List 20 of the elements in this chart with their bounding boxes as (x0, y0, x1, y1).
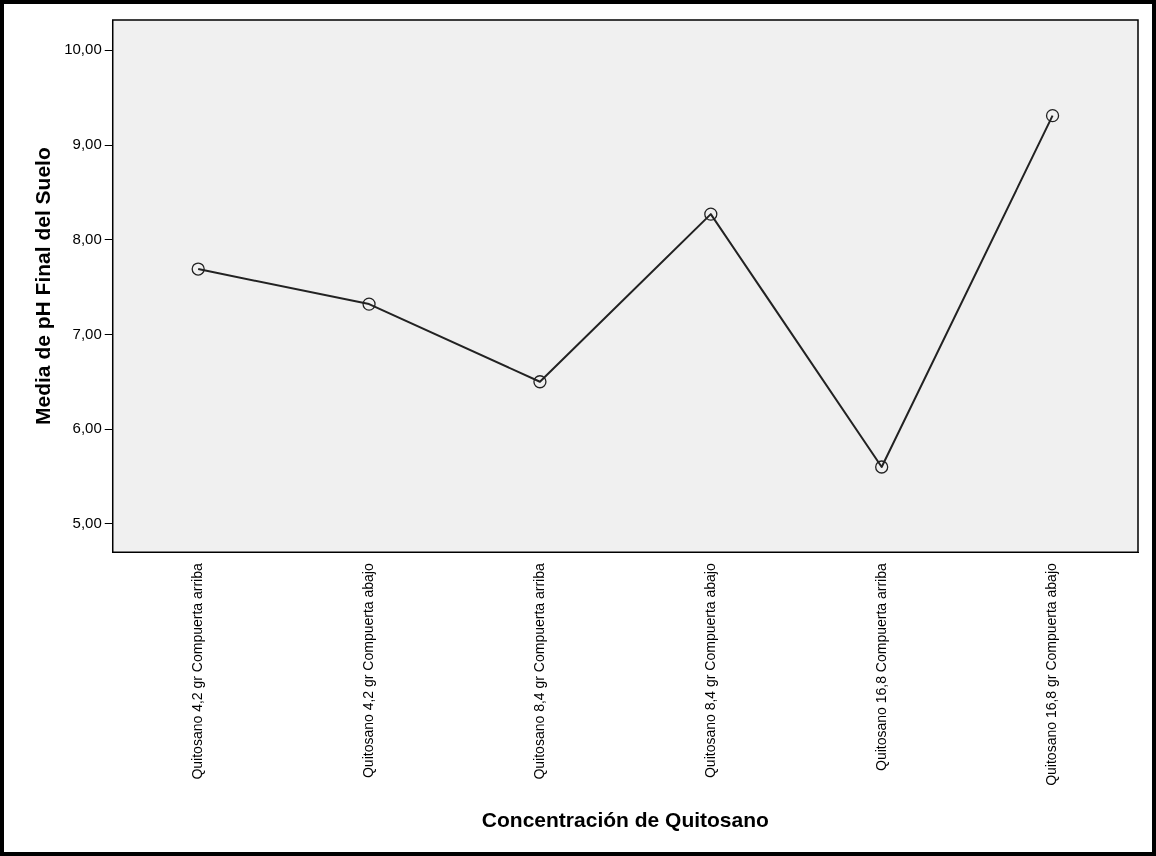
y-tick-label: 6,00 (72, 419, 102, 437)
point (533, 375, 547, 389)
x-axis-title: Concentración de Quitosano (481, 808, 769, 832)
y-axis-title: Media de pH Final del Suelo (31, 147, 55, 425)
x-tick-label: Quitosano 16,8 gr Compuerta abajo (1043, 563, 1060, 786)
y-tick-label: 10,00 (64, 40, 102, 58)
x-tick-label: Quitosano 8,4 gr Compuerta arriba (530, 563, 547, 780)
y-tick-label: 9,00 (72, 135, 102, 153)
point (362, 297, 376, 311)
x-tick-label: Quitosano 16,8 Compuerta arriba (872, 563, 889, 772)
x-tick-label: Quitosano 4,2 gr Compuerta arriba (189, 563, 206, 780)
y-tick-label: 5,00 (72, 513, 102, 531)
point (1045, 109, 1060, 123)
point (704, 207, 718, 221)
y-tick-label: 7,00 (72, 324, 102, 342)
point (191, 262, 205, 276)
x-tick-label: Quitosano 8,4 gr Compuerta abajo (701, 563, 718, 779)
y-tick-label: 8,00 (72, 229, 102, 247)
x-tick-label: Quitosano 4,2 gr Compuerta abajo (359, 563, 376, 779)
point (875, 460, 889, 474)
